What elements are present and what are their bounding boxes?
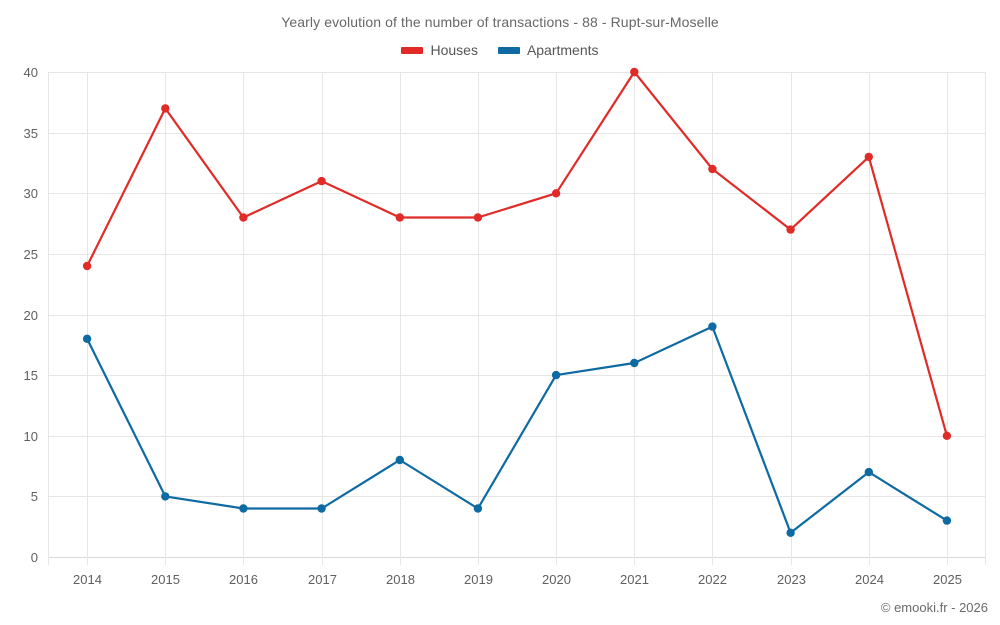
- chart-legend: Houses Apartments: [0, 43, 1000, 58]
- data-point-houses-2024[interactable]: [864, 152, 873, 162]
- data-point-apartments-2017[interactable]: [317, 504, 326, 513]
- x-axis-tick-label: 2015: [151, 572, 180, 587]
- x-axis-tick-label: 2022: [698, 572, 727, 587]
- data-point-houses-2014[interactable]: [82, 261, 92, 271]
- data-point-apartments-2015[interactable]: [161, 492, 170, 501]
- legend-label-houses: Houses: [430, 42, 478, 58]
- data-point-houses-2017[interactable]: [317, 176, 326, 186]
- x-axis-tick-label: 2020: [542, 572, 571, 587]
- x-axis-tick-label: 2016: [229, 572, 258, 587]
- data-point-apartments-2022[interactable]: [708, 322, 717, 331]
- y-axis-tick-label: 40: [24, 65, 38, 80]
- legend-swatch-houses: [401, 47, 424, 54]
- data-point-apartments-2021[interactable]: [630, 358, 639, 368]
- data-point-houses-2020[interactable]: [551, 189, 561, 198]
- legend-label-apartments: Apartments: [526, 42, 599, 58]
- copyright-credit: © emooki.fr - 2026: [880, 600, 988, 615]
- x-axis-tick-label: 2023: [777, 572, 806, 587]
- data-point-apartments-2023[interactable]: [786, 528, 795, 537]
- x-axis-tick-label: 2019: [464, 572, 493, 587]
- data-point-apartments-2014[interactable]: [82, 334, 92, 343]
- data-point-houses-2018[interactable]: [395, 213, 404, 222]
- data-point-houses-2022[interactable]: [708, 164, 717, 174]
- legend-swatch-apartments: [497, 47, 520, 54]
- x-axis-tick-label: 2024: [855, 572, 884, 587]
- y-axis-tick-label: 35: [24, 126, 38, 141]
- y-axis-tick-label: 25: [24, 247, 38, 262]
- x-axis-tick-label: 2018: [386, 572, 415, 587]
- data-point-apartments-2016[interactable]: [239, 504, 248, 513]
- y-axis-tick-label: 5: [31, 489, 38, 504]
- data-point-houses-2016[interactable]: [239, 213, 248, 222]
- data-point-houses-2019[interactable]: [473, 213, 483, 222]
- x-axis-tick-label: 2017: [308, 572, 337, 587]
- series-line-apartments: [86, 325, 948, 534]
- data-point-apartments-2024[interactable]: [864, 467, 873, 477]
- y-axis-tick-label: 20: [24, 308, 38, 323]
- y-axis-tick-label: 15: [24, 368, 38, 383]
- data-point-apartments-2018[interactable]: [395, 455, 404, 465]
- data-point-apartments-2019[interactable]: [473, 504, 483, 513]
- data-point-houses-2023[interactable]: [786, 225, 795, 234]
- data-point-houses-2015[interactable]: [161, 104, 170, 113]
- series-line-houses: [86, 70, 948, 437]
- chart-title: Yearly evolution of the number of transa…: [281, 14, 719, 30]
- legend-item-houses[interactable]: Houses: [401, 42, 478, 58]
- data-point-houses-2021[interactable]: [630, 67, 639, 77]
- data-point-apartments-2025[interactable]: [942, 516, 952, 525]
- y-axis-tick-label: 10: [24, 429, 38, 444]
- legend-item-apartments[interactable]: Apartments: [497, 42, 599, 58]
- data-point-apartments-2020[interactable]: [551, 370, 561, 380]
- x-axis-tick-label: 2014: [73, 572, 102, 587]
- x-axis-tick-label: 2025: [933, 572, 962, 587]
- data-point-houses-2025[interactable]: [942, 431, 952, 440]
- y-axis-tick-label: 0: [31, 550, 38, 565]
- x-axis-tick-label: 2021: [620, 572, 649, 587]
- y-axis-tick-label: 30: [24, 186, 38, 201]
